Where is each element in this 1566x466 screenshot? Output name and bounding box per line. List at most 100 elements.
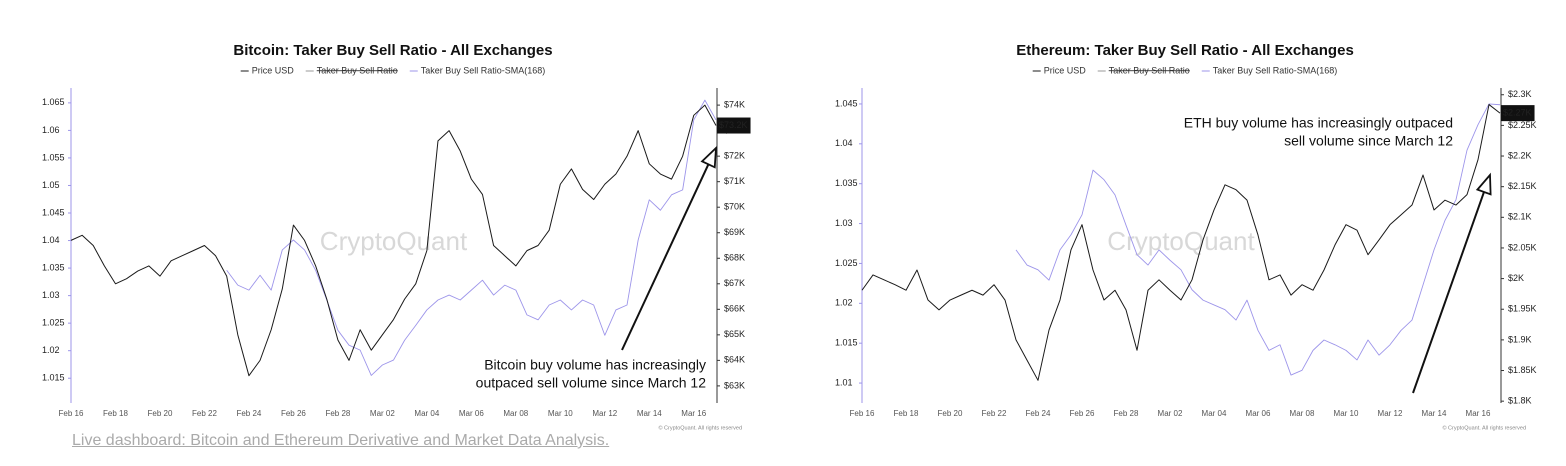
last-price-label: $73.2K [719,120,748,130]
y-tick-label: 1.025 [42,318,65,328]
y-tick-label: 1.055 [42,152,65,162]
x-tick-label: Mar 12 [592,409,617,418]
y2-tick-label: $2.25K [1508,120,1537,130]
annotation-arrow [621,163,710,351]
arrow-head [700,145,718,169]
x-tick-label: Feb 20 [148,409,173,418]
y-tick-label: 1.06 [42,125,60,135]
y2-tick-label: $1.95K [1508,304,1537,314]
y-tick-label: 1.01 [835,377,853,387]
x-tick-label: Mar 16 [1466,409,1491,418]
x-tick-label: Mar 14 [637,409,662,418]
y-tick-label: 1.045 [42,207,65,217]
y2-tick-label: $2.15K [1508,181,1537,191]
y-tick-label: 1.03 [835,218,853,228]
series-line [861,104,1501,381]
x-tick-label: Mar 02 [370,409,395,418]
x-tick-label: Mar 06 [459,409,484,418]
x-tick-label: Feb 28 [325,409,350,418]
annotation-arrow [1412,191,1485,394]
y2-tick-label: $1.9K [1508,334,1532,344]
last-price-box [1501,105,1535,122]
x-tick-label: Feb 18 [894,409,919,418]
annotation-text: sell volume since March 12 [1284,133,1453,149]
x-tick-label: Feb 22 [982,409,1007,418]
x-tick-label: Mar 08 [1290,409,1315,418]
x-tick-label: Mar 04 [1202,409,1227,418]
legend-label: Taker Buy Sell Ratio-SMA(168) [421,65,546,75]
legend-label: Taker Buy Sell Ratio [317,65,398,75]
x-tick-label: Mar 16 [681,409,706,418]
y2-tick-label: $65K [724,329,745,339]
y2-tick-label: $67K [724,278,745,288]
y-tick-label: 1.015 [42,373,65,383]
arrow-head [1475,172,1492,196]
y2-tick-label: $2.3K [1508,89,1532,99]
legend: Price USD Taker Buy Sell Ratio Taker Buy S… [1032,65,1338,75]
y2-tick-label: $2.1K [1508,212,1532,222]
chart-title: Ethereum: Taker Buy Sell Ratio - All Exc… [1016,42,1354,59]
dashboard-link[interactable]: Live dashboard: Bitcoin and Ethereum Der… [72,432,610,449]
y2-tick-label: $69K [724,227,745,237]
legend-label: Taker Buy Sell Ratio-SMA(168) [1213,65,1338,75]
y-tick-label: 1.045 [835,98,858,108]
last-price-label: $2.27K [1503,108,1532,118]
legend-label: Price USD [252,65,295,75]
annotation-text: outpaced sell volume since March 12 [476,375,707,391]
y2-tick-label: $64K [724,355,745,365]
x-tick-label: Mar 06 [1246,409,1271,418]
x-tick-label: Mar 10 [548,409,573,418]
credit: © CryptoQuant. All rights reserved [658,424,742,431]
y2-tick-label: $71K [724,176,745,186]
x-tick-label: Mar 12 [1378,409,1403,418]
y2-tick-label: $2.05K [1508,242,1537,252]
y-tick-label: 1.035 [42,262,65,272]
y2-tick-label: $2.2K [1508,150,1532,160]
y2-tick-label: $70K [724,202,745,212]
y-tick-label: 1.03 [42,290,60,300]
x-tick-label: Feb 26 [1070,409,1095,418]
x-tick-label: Feb 16 [850,409,875,418]
chart-title: Bitcoin: Taker Buy Sell Ratio - All Exch… [233,42,552,59]
y2-tick-label: $2K [1508,273,1524,283]
y-tick-label: 1.065 [42,97,65,107]
credit: © CryptoQuant. All rights reserved [1442,424,1526,431]
x-tick-label: Feb 16 [59,409,84,418]
y-tick-label: 1.035 [835,178,858,188]
y-tick-label: 1.05 [42,180,60,190]
y-tick-label: 1.04 [42,235,60,245]
y2-tick-label: $63K [724,380,745,390]
y2-tick-label: $74K [724,99,745,109]
annotation-text: Bitcoin buy volume has increasingly [484,357,706,373]
legend-label: Price USD [1044,65,1087,75]
y2-tick-label: $66K [724,304,745,314]
x-tick-label: Feb 24 [1026,409,1051,418]
x-tick-label: Mar 14 [1422,409,1447,418]
x-tick-label: Mar 02 [1158,409,1183,418]
x-tick-label: Mar 04 [414,409,439,418]
series-line [226,99,717,376]
y2-tick-label: $1.85K [1508,365,1537,375]
x-tick-label: Feb 22 [192,409,217,418]
x-tick-label: Mar 10 [1334,409,1359,418]
x-tick-label: Feb 18 [103,409,128,418]
series-line [1015,103,1501,376]
legend: Price USD Taker Buy Sell Ratio Taker Buy S… [240,65,546,75]
y2-tick-label: $72K [724,151,745,161]
x-tick-label: Feb 28 [1114,409,1139,418]
last-price-box [717,117,751,134]
y-tick-label: 1.02 [42,345,60,355]
y2-tick-label: $1.8K [1508,396,1532,406]
x-tick-label: Mar 08 [503,409,528,418]
x-tick-label: Feb 24 [236,409,261,418]
y-tick-label: 1.025 [835,258,858,268]
x-tick-label: Feb 26 [281,409,306,418]
x-tick-label: Feb 20 [938,409,963,418]
watermark: CryptoQuant [1107,226,1255,256]
y-tick-label: 1.04 [835,138,853,148]
y2-tick-label: $68K [724,253,745,263]
y-tick-label: 1.015 [835,338,858,348]
annotation-text: ETH buy volume has increasingly outpaced [1184,115,1453,131]
